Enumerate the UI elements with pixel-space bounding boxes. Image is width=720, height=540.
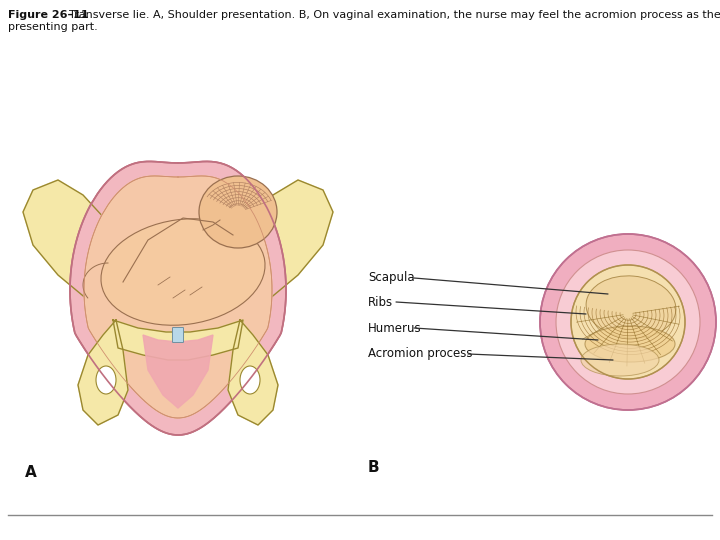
Text: B: B (368, 460, 379, 475)
Ellipse shape (586, 276, 676, 338)
Text: Scapula: Scapula (368, 272, 415, 285)
Text: Transverse lie. A, Shoulder presentation. B, On vaginal examination, the nurse m: Transverse lie. A, Shoulder presentation… (62, 10, 720, 20)
FancyBboxPatch shape (173, 327, 184, 342)
Polygon shape (233, 180, 333, 318)
Text: presenting part.: presenting part. (8, 22, 98, 32)
Polygon shape (143, 335, 213, 408)
Ellipse shape (96, 366, 116, 394)
Ellipse shape (581, 344, 659, 376)
Polygon shape (228, 320, 278, 425)
Text: Humerus: Humerus (368, 321, 422, 334)
Text: A: A (25, 465, 37, 480)
Polygon shape (70, 161, 286, 435)
Circle shape (540, 234, 716, 410)
Polygon shape (113, 320, 243, 360)
Ellipse shape (585, 326, 675, 362)
Circle shape (556, 250, 700, 394)
Ellipse shape (240, 366, 260, 394)
Text: Figure 26–11: Figure 26–11 (8, 10, 89, 20)
Polygon shape (84, 176, 272, 418)
Ellipse shape (101, 219, 265, 325)
Text: Acromion process: Acromion process (368, 348, 472, 361)
Ellipse shape (199, 176, 277, 248)
Text: Ribs: Ribs (368, 295, 393, 308)
Circle shape (571, 265, 685, 379)
Polygon shape (23, 180, 123, 318)
Polygon shape (78, 320, 128, 425)
